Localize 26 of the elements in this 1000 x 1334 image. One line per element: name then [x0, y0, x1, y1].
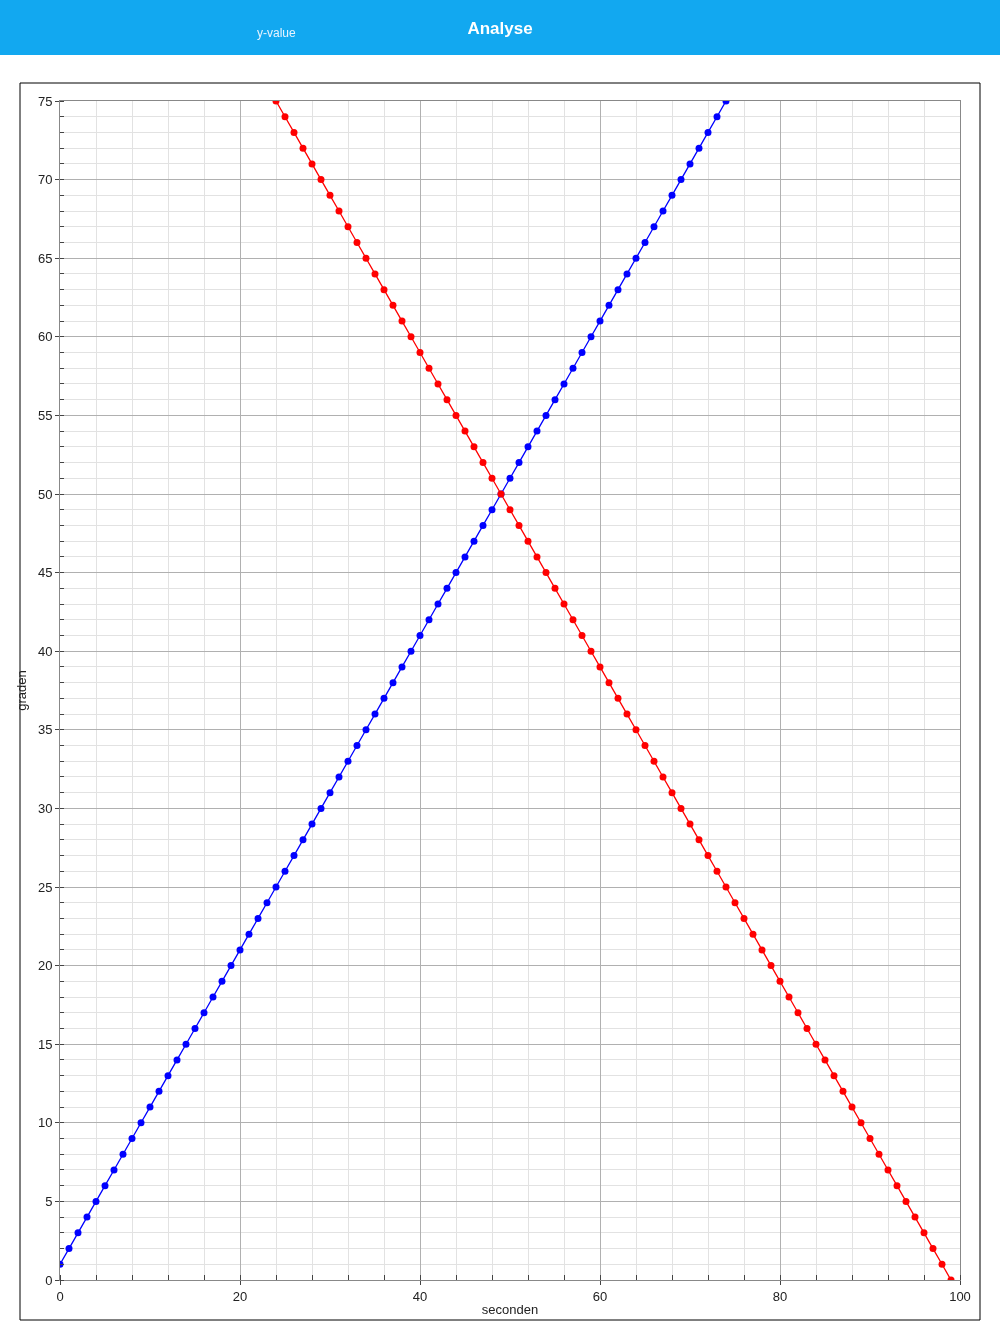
x-tick-label: 20	[232, 1288, 248, 1304]
x-tick-label: 0	[56, 1288, 64, 1304]
y-tick-label: 70	[37, 172, 53, 188]
x-tick-label: 80	[772, 1288, 788, 1304]
y-tick-label: 75	[37, 93, 53, 109]
y-tick-label: 30	[37, 800, 53, 816]
chart-title: Analyse	[467, 18, 533, 38]
y-tick-label: 0	[45, 1272, 53, 1288]
y-tick-label: 20	[37, 958, 53, 974]
x-tick-label: 100	[949, 1288, 971, 1304]
y-tick-label: 10	[37, 1115, 53, 1131]
y-axis-title: graden	[13, 670, 29, 711]
y-tick-label: 45	[37, 565, 53, 581]
x-axis-title: seconden	[481, 1302, 539, 1318]
y-tick-label: 50	[37, 486, 53, 502]
text: y-value	[257, 26, 297, 40]
y-tick-label: 15	[37, 1036, 53, 1052]
x-tick-label: 60	[592, 1288, 608, 1304]
y-tick-label: 40	[37, 643, 53, 659]
x-tick-label: 40	[412, 1288, 428, 1304]
y-tick-label: 35	[37, 722, 53, 738]
y-tick-label: 25	[37, 879, 53, 895]
y-tick-label: 65	[37, 250, 53, 266]
y-tick-label: 55	[37, 407, 53, 423]
y-tick-label: 60	[37, 329, 53, 345]
y-tick-label: 5	[45, 1193, 53, 1209]
